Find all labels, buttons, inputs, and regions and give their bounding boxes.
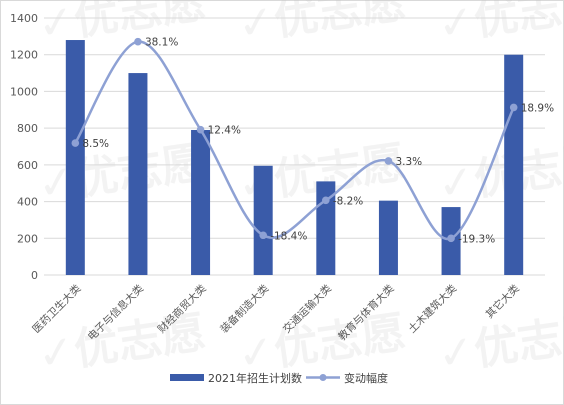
bar [253, 165, 273, 275]
bar [504, 54, 524, 275]
legend-bar-swatch [170, 374, 204, 381]
y-axis-ticks: 0 200 400 600 800 1000 1200 1400 [10, 12, 38, 282]
line-data-label: 38.1% [145, 37, 178, 49]
line-point [509, 103, 518, 112]
line-point [322, 196, 330, 205]
y-tick-label: 1000 [10, 85, 38, 98]
bar [191, 129, 211, 275]
line-point [259, 231, 267, 240]
watermark-text: ✓优志愿 [434, 307, 564, 381]
line-data-label: 12.4% [208, 125, 241, 137]
bar [378, 200, 398, 275]
line-data-label: 3.3% [395, 156, 422, 168]
watermark-text: ✓优志愿 [234, 307, 408, 381]
bar [65, 40, 85, 276]
bar-series [65, 40, 524, 276]
line-series: 8.5% 38.1% 12.4% -18.4% -8.2% 3.3% -19.3% 18.9% [71, 37, 554, 245]
y-tick-label: 200 [17, 232, 38, 245]
y-tick-label: 0 [31, 269, 38, 282]
y-tick-label: 1200 [10, 49, 38, 62]
legend: 2021年招生计划数 变动幅度 [170, 371, 388, 385]
line-point [384, 157, 393, 165]
watermark-text: ✓优志愿 [34, 137, 208, 211]
line-point [447, 234, 455, 243]
y-tick-label: 400 [17, 196, 38, 209]
legend-line-marker [319, 374, 327, 381]
line-data-label: 8.5% [82, 138, 109, 150]
watermark-text: ✓优志愿 [434, 0, 564, 51]
y-tick-label: 600 [17, 159, 38, 172]
legend-bar-label: 2021年招生计划数 [208, 371, 302, 385]
line-data-label: -18.4% [270, 230, 307, 242]
line-data-label: 18.9% [521, 102, 554, 114]
watermark-text: ✓优志愿 [234, 0, 408, 51]
legend-line-label: 变动幅度 [344, 371, 388, 385]
gridlines [44, 17, 545, 276]
watermark-text: ✓优志愿 [34, 307, 208, 381]
bar [128, 73, 148, 275]
line-point [71, 139, 80, 147]
line-point [134, 37, 142, 46]
watermark-text: ✓优志愿 [34, 0, 208, 51]
watermark-text: ✓优志愿 [434, 137, 564, 211]
y-tick-label: 1400 [10, 12, 38, 25]
line-data-label: -19.3% [458, 233, 495, 245]
y-tick-label: 800 [17, 122, 38, 135]
line-data-label: -8.2% [333, 195, 363, 207]
line-point [196, 125, 205, 134]
x-category-label: 其它大类 [483, 282, 522, 321]
